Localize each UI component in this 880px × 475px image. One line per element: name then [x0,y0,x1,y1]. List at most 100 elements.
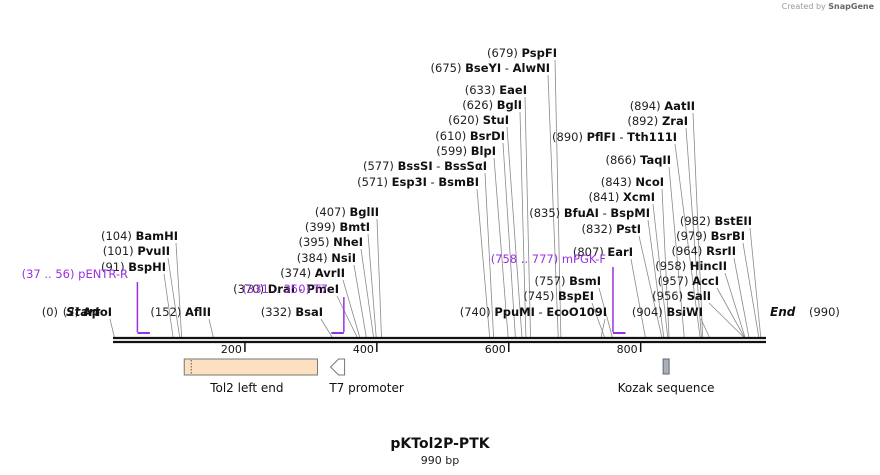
site-leader-line [638,235,663,338]
enzyme-name: PpuMI [494,305,535,319]
site-position: (979) [676,229,711,243]
site-leader-line [360,248,374,338]
enzyme-separator: - [616,130,627,144]
site-label: (2) ApoI [63,305,112,319]
start-position: (0) [42,305,58,319]
site-label: (841) XcmI [588,190,655,204]
enzyme-name: BssSαI [444,159,487,173]
end-label: End [770,305,796,319]
site-leader-line [600,318,606,338]
site-leader-line [554,59,562,338]
site-label: (407) BglII [315,205,379,219]
site-position: (577) [363,159,398,173]
site-position: (835) [529,206,564,220]
enzyme-name: PstI [616,222,641,236]
site-leader-line [320,318,333,338]
features: Tol2 left end T7 promoter Kozak sequence [183,358,715,395]
site-label: (384) NsiI [297,251,356,265]
primer-range: (331 .. 350) [243,282,314,296]
site-position: (104) [101,229,136,243]
site-label: (740) PpuMI - EcoO109I [460,305,607,319]
site-label: (332) BsaI [261,305,323,319]
primer-label: (37 .. 56) pENTR-R [22,267,128,281]
site-label: (958) HincII [655,259,727,273]
ruler-tick-label: 400 [353,343,374,356]
site-leader-line [109,318,115,338]
plasmid-length: 990 bp [421,454,459,467]
site-label: (745) BspEI [523,289,594,303]
feature-t7-promoter-arrow [329,358,346,376]
site-label: (679) PspFI [487,46,557,60]
site-label: (956) SalI [652,289,711,303]
enzyme-name: NcoI [635,175,664,189]
site-leader-line [598,287,613,338]
site-position: (2) [63,305,83,319]
enzyme-name: BstEII [714,214,752,228]
site-position: (679) [487,46,522,60]
enzyme-name: SalI [687,289,711,303]
enzyme-name: BsmI [569,274,601,288]
enzyme-separator: - [599,206,610,220]
site-leader-line [476,188,491,338]
ruler-tick-label: 200 [221,343,242,356]
enzyme-name: ApoI [83,305,112,319]
site-label: (832) PstI [582,222,641,236]
enzyme-name: AlwNI [513,61,550,75]
site-label: (964) RsrII [671,244,736,258]
enzyme-name: HincII [690,259,727,273]
enzyme-name: AflII [185,305,211,319]
site-position: (892) [627,114,662,128]
site-leader-line [376,218,382,338]
site-label: (104) BamHI [101,229,178,243]
site-leader-line [484,172,494,338]
site-leader-line [742,242,760,338]
site-label: (894) AatII [630,99,695,113]
credit-brand: SnapGene [828,2,874,11]
site-leader-line [493,157,509,338]
enzyme-name: BglI [497,98,522,112]
site-leader-line [708,302,744,338]
primers: (37 .. 56) pENTR-R (331 .. 350) T7 (758 ..… [22,252,626,334]
enzyme-name: ZraI [662,114,688,128]
site-label: (757) BsmI [535,274,601,288]
feature-label: Kozak sequence [618,381,715,395]
site-position: (757) [535,274,570,288]
site-leader-line [175,242,182,338]
site-position: (675) [431,61,466,75]
site-leader-line [749,227,762,338]
site-position: (152) [150,305,185,319]
primer-name: pENTR-R [78,267,128,281]
enzyme-name: EcoO109I [546,305,607,319]
site-position: (620) [448,113,483,127]
site-leader-line [647,219,665,338]
site-leader-line [652,203,669,338]
restriction-sites: (2) ApoI (152) AflII (91) BspHI (101) PvuII… [63,46,752,319]
enzyme-name: PspFI [522,46,557,60]
site-leader-line [692,112,704,338]
ruler-tick-label: 600 [485,343,506,356]
enzyme-name: XcmI [623,190,655,204]
site-position: (904) [632,305,667,319]
snapgene-credit: Created by SnapGene [782,2,874,11]
site-label: (904) BsiWI [632,305,703,319]
site-leader-line [674,143,701,338]
site-position: (599) [436,144,471,158]
site-position: (384) [297,251,332,265]
enzyme-name: BsrDI [470,129,505,143]
enzyme-name: BspHI [128,260,166,274]
site-position: (395) [299,235,334,249]
enzyme-name: RsrII [706,244,736,258]
site-label: (571) Esp3I - BsmBI [357,175,479,189]
site-position: (626) [462,98,497,112]
enzyme-name: BspMI [610,206,650,220]
site-position: (894) [630,99,665,113]
site-leader-line [661,188,670,338]
primer-name: T7 [313,282,328,296]
site-label: (370) DraI - PmeI [233,282,339,296]
site-position: (374) [280,266,315,280]
site-leader-line [547,74,559,338]
enzyme-separator: - [535,305,546,319]
enzyme-name: PvuII [137,244,170,258]
feature-tol2-left-end [183,358,318,376]
